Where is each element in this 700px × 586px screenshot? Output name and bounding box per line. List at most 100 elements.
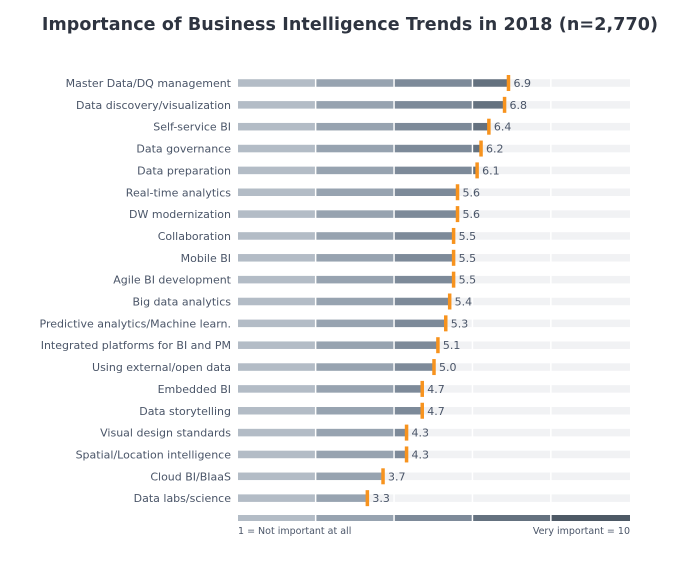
bar-segment	[473, 144, 482, 153]
value-marker	[451, 249, 456, 266]
category-label: Data labs/science	[134, 492, 232, 505]
category-label: Cloud BI/BIaaS	[150, 470, 231, 483]
track-segment	[473, 319, 551, 328]
bar-segment	[394, 297, 450, 306]
track-segment	[551, 232, 630, 240]
track-segment	[473, 210, 551, 218]
bar-segment	[238, 472, 315, 481]
chart-row: Data governance 6.2	[136, 140, 630, 157]
bar-segment	[238, 450, 315, 459]
bar-segment	[316, 407, 394, 415]
chart-row: Using external/open data 5.0	[92, 359, 630, 376]
value-label: 5.0	[439, 361, 457, 374]
bar-segment	[394, 101, 472, 109]
value-label: 4.7	[427, 383, 445, 396]
bar-segment	[238, 210, 315, 218]
track-segment	[551, 319, 630, 328]
chart-rows: Master Data/DQ management 6.9 Data discove…	[40, 75, 630, 507]
bar-segment	[238, 101, 315, 109]
category-label: Self-service BI	[153, 121, 231, 134]
bar-segment	[316, 494, 368, 502]
value-marker	[404, 446, 409, 463]
value-marker	[502, 96, 507, 113]
category-label: Predictive analytics/Machine learn.	[40, 317, 232, 330]
chart-row: Data discovery/visualization 6.8	[76, 96, 630, 113]
track-segment	[551, 450, 630, 459]
category-label: Collaboration	[158, 230, 231, 243]
value-marker	[455, 206, 460, 223]
chart-row: DW modernization 5.6	[129, 206, 630, 223]
value-label: 4.3	[412, 448, 430, 461]
chart-row: Data labs/science 3.3	[134, 490, 630, 507]
bar-segment	[394, 385, 423, 393]
legend-segment	[473, 515, 551, 521]
bar-segment	[316, 166, 394, 175]
bar-segment	[394, 428, 407, 437]
track-segment	[473, 144, 551, 153]
bar-segment	[238, 166, 315, 175]
scale-min-label: 1 = Not important at all	[238, 526, 352, 537]
value-label: 5.1	[443, 339, 461, 352]
value-label: 3.3	[372, 492, 390, 505]
value-marker	[455, 184, 460, 201]
track-segment	[551, 297, 630, 306]
bar-segment	[238, 407, 315, 415]
chart-row: Visual design standards 4.3	[100, 424, 630, 441]
track-segment	[551, 363, 630, 371]
bar-segment	[316, 188, 394, 196]
value-marker	[432, 359, 436, 376]
value-label: 5.6	[463, 208, 481, 221]
bar-segment	[238, 341, 315, 349]
track-segment	[473, 428, 551, 437]
value-label: 6.9	[513, 77, 531, 90]
bar-segment	[394, 254, 454, 262]
bar-segment	[394, 319, 446, 328]
track-segment	[473, 297, 551, 306]
bar-segment	[316, 297, 394, 306]
bar-segment	[473, 79, 509, 87]
track-segment	[473, 79, 551, 87]
track-segment	[394, 494, 472, 502]
bar-segment	[316, 341, 394, 349]
category-label: Master Data/DQ management	[66, 77, 232, 90]
value-marker	[381, 468, 385, 485]
track-segment	[473, 232, 551, 240]
track-segment	[473, 385, 551, 393]
value-label: 5.5	[459, 230, 477, 243]
chart-row: Embedded BI 4.7	[158, 380, 630, 397]
track-segment	[394, 385, 472, 393]
bar-segment	[238, 428, 315, 437]
value-label: 4.3	[412, 427, 430, 440]
bar-segment	[316, 450, 394, 459]
chart-row: Predictive analytics/Machine learn. 5.3	[40, 315, 630, 332]
category-label: Real-time analytics	[126, 186, 231, 199]
track-segment	[473, 472, 551, 481]
value-label: 6.8	[510, 99, 528, 112]
bar-segment	[238, 385, 315, 393]
track-segment	[551, 101, 630, 109]
track-segment	[551, 275, 630, 284]
chart-row: Real-time analytics 5.6	[126, 184, 630, 201]
value-marker	[420, 380, 424, 397]
track-segment	[473, 188, 551, 196]
bar-segment	[316, 101, 394, 109]
value-marker	[365, 490, 370, 507]
track-segment	[394, 407, 472, 415]
track-segment	[551, 254, 630, 262]
value-marker	[506, 75, 511, 91]
track-segment	[394, 450, 472, 459]
chart-row: Mobile BI 5.5	[181, 249, 630, 266]
value-marker	[436, 337, 440, 354]
track-segment	[394, 428, 472, 437]
value-marker	[451, 271, 456, 288]
bar-segment	[473, 166, 478, 175]
category-label: Big data analytics	[132, 296, 231, 309]
bar-segment	[316, 363, 394, 371]
bar-segment	[394, 363, 434, 371]
bar-segment	[316, 428, 394, 437]
bar-segment	[316, 472, 384, 481]
category-label: Mobile BI	[181, 252, 231, 265]
bar-segment	[238, 232, 315, 240]
bar-segment	[238, 254, 315, 262]
chart-title: Importance of Business Intelligence Tren…	[41, 15, 659, 35]
